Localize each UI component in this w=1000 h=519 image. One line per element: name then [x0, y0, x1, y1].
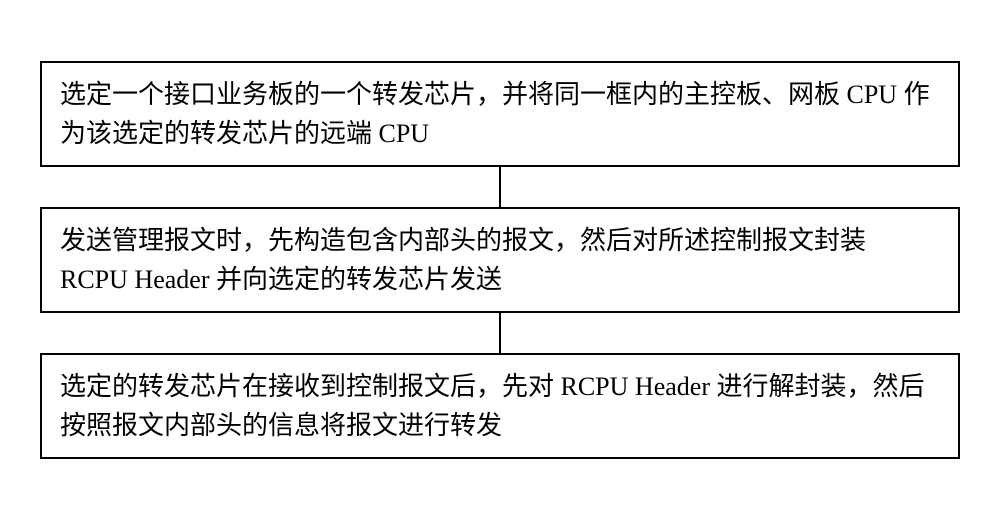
flowchart-container: 选定一个接口业务板的一个转发芯片，并将同一框内的主控板、网板 CPU 作为该选定…: [20, 61, 980, 459]
connector-2-3: [499, 313, 501, 353]
flowchart-step-2: 发送管理报文时，先构造包含内部头的报文，然后对所述控制报文封装 RCPU Hea…: [40, 207, 960, 313]
flowchart-step-1: 选定一个接口业务板的一个转发芯片，并将同一框内的主控板、网板 CPU 作为该选定…: [40, 61, 960, 167]
connector-1-2: [499, 167, 501, 207]
flowchart-step-3: 选定的转发芯片在接收到控制报文后，先对 RCPU Header 进行解封装，然后…: [40, 353, 960, 459]
